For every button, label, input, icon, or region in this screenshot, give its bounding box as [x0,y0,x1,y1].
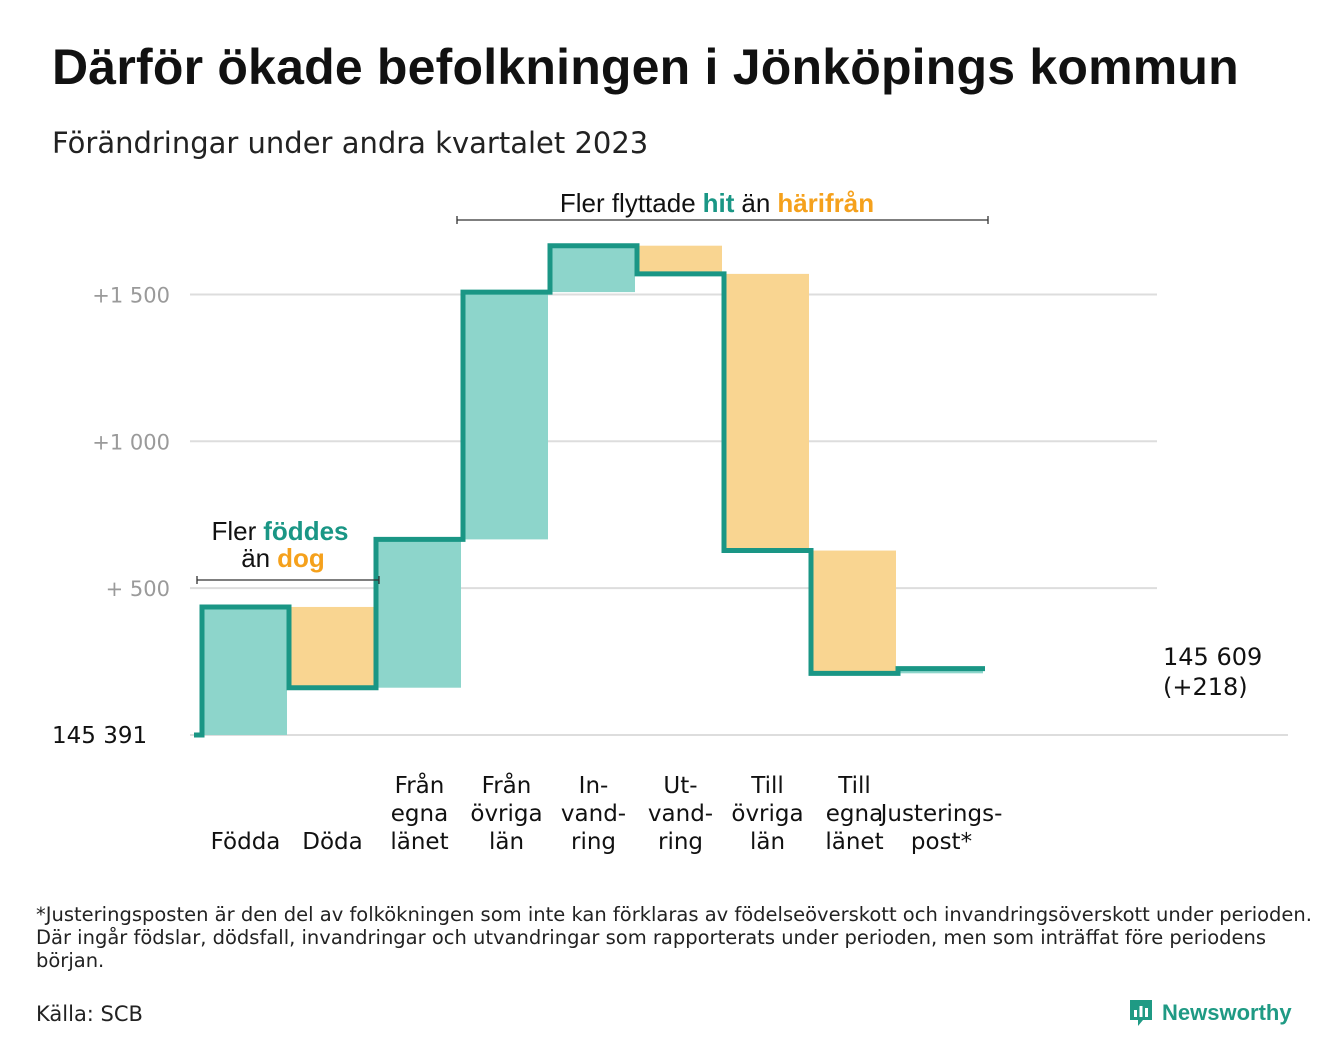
newsworthy-logo-icon [1130,1000,1152,1026]
moves-annotation-part: hit [703,188,735,218]
end-change-label: (+218) [1163,673,1248,701]
moves-annotation-part: Fler flyttade [560,188,696,218]
x-tick-label: Döda [302,829,362,855]
births-annotation-line1-part: Fler [211,516,256,546]
brand[interactable]: Newsworthy [1128,998,1292,1028]
x-tick-label-line: län [750,829,785,855]
bar [724,273,809,551]
x-tick-label-line: ring [571,829,616,855]
x-tick-label-line: Justerings- [879,801,1003,827]
moves-annotation-part: härifrån [777,188,874,218]
x-tick-label: Justerings-post* [879,801,1003,855]
x-tick-label-line: ring [658,829,703,855]
page-subtitle: Förändringar under andra kvartalet 2023 [52,126,649,160]
x-tick-label-line: länet [390,829,448,855]
x-tick-label-line: Ut- [663,773,697,799]
moves-annotation: Fler flyttade hit än härifrån [560,188,874,218]
bar [289,606,374,688]
x-tick-label-line: länet [825,829,883,855]
x-tick-label-line: Till [837,773,871,799]
brand-name: Newsworthy [1162,1000,1292,1025]
x-tick-label-line: egna [826,801,883,827]
x-tick-label-line: vand- [648,801,713,827]
births-annotation-line1-part: föddes [263,516,348,546]
births-annotation-line2: än dog [241,543,325,573]
source-label: Källa: SCB [36,1002,143,1026]
bar [550,245,635,293]
x-tick-label-line: egna [391,801,448,827]
x-tick-label: Ut-vand-ring [648,773,713,855]
births-annotation-line1: Fler föddes [211,516,348,546]
bar [202,606,287,735]
x-tick-label-line: Till [750,773,784,799]
page-title: Därför ökade befolkningen i Jönköpings k… [52,39,1239,95]
x-tick-label-line: In- [579,773,609,799]
x-tick-label-line: Från [395,771,445,799]
x-tick-label-line: Födda [211,829,281,855]
footnote: *Justeringsposten är den del av folkökni… [36,903,1312,972]
x-tick-label: Till övriga län [731,773,803,855]
x-tick-label-line: vand- [561,801,626,827]
bar [811,550,896,674]
x-tick-label: Från övriga län [470,771,542,855]
x-tick-label: Från egna länet [390,771,448,855]
bar [637,245,722,274]
x-tick-label: Till egna länet [825,773,883,855]
x-tick-label-line: Från [482,771,532,799]
end-value-label: 145 609 [1163,643,1262,671]
start-value-label: 145 391 [52,723,147,749]
births-annotation-line2-part: än [241,543,270,573]
x-tick-label-line: län [489,829,524,855]
bar [463,292,548,540]
cumulative-line [194,243,985,738]
x-tick-label-line: övriga [470,801,542,827]
births-annotation-line2-part: dog [277,543,325,573]
x-tick-label-line: övriga [731,801,803,827]
x-tick-label: In-vand-ring [561,773,626,855]
x-tick-label: Födda [211,829,281,855]
y-tick-label: +1 000 [92,430,170,454]
bar [376,539,461,688]
x-tick-label-line: Döda [302,829,362,855]
y-tick-label: + 500 [106,577,170,601]
x-tick-label-line: post* [911,829,972,855]
y-tick-label: +1 500 [92,283,170,307]
moves-annotation-part: än [741,188,770,218]
